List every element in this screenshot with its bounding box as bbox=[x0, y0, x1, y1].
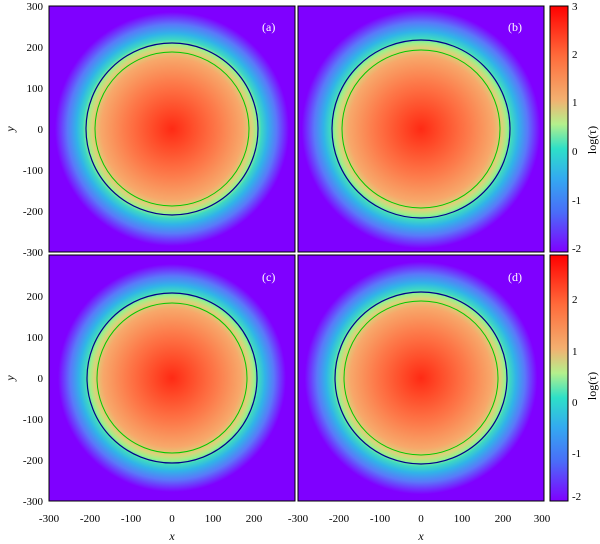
panel-d-frame bbox=[297, 254, 545, 502]
panel-c bbox=[49, 255, 295, 501]
panel-a-contour-green bbox=[94, 51, 250, 207]
panel-d-heat-disk bbox=[298, 255, 544, 501]
panel-b-contour-green bbox=[341, 49, 501, 209]
panel-c-y-axis-title: y bbox=[3, 375, 17, 382]
y-tick-label: 200 bbox=[27, 291, 44, 303]
panel-d-x-axis-title: x bbox=[417, 529, 424, 543]
colorbar-tick-label: -2 bbox=[572, 243, 581, 255]
panel-a-contour-blue bbox=[85, 42, 259, 216]
panel-a-label: (a) bbox=[262, 20, 275, 34]
panel-c-x-ticks: -300 -200 -100 0 100 200 bbox=[39, 513, 263, 525]
colorbar-top-label: log(τ) bbox=[585, 126, 599, 154]
y-tick-label: 0 bbox=[38, 373, 44, 385]
x-tick-label: 0 bbox=[169, 513, 175, 525]
panel-a-y-axis-title: y bbox=[3, 126, 17, 133]
y-tick-label: 100 bbox=[27, 83, 44, 95]
panel-d-contour-green bbox=[343, 300, 499, 456]
colorbar-bottom: 2 1 0 -1 -2 log(τ) bbox=[549, 254, 599, 503]
panel-c-y-ticks: 200 100 0 -100 -200 -300 bbox=[23, 291, 44, 508]
x-tick-label: -100 bbox=[121, 513, 142, 525]
x-tick-label: -100 bbox=[370, 513, 391, 525]
x-tick-label: -200 bbox=[329, 513, 350, 525]
x-tick-label: -300 bbox=[39, 513, 60, 525]
colorbar-tick-label: 1 bbox=[572, 97, 578, 109]
x-tick-label: 100 bbox=[454, 513, 471, 525]
colorbar-top: 3 2 1 0 -1 -2 log(τ) bbox=[549, 1, 599, 255]
x-tick-label: 200 bbox=[495, 513, 512, 525]
panel-a-heat-disk bbox=[49, 6, 295, 252]
colorbar-tick-label: 2 bbox=[572, 294, 578, 306]
colorbar-bottom-label: log(τ) bbox=[585, 372, 599, 400]
y-tick-label: 100 bbox=[27, 332, 44, 344]
panel-c-frame bbox=[48, 254, 296, 502]
panel-c-label: (c) bbox=[262, 270, 275, 284]
panel-b-frame bbox=[297, 5, 545, 253]
colorbar-tick-label: -2 bbox=[572, 491, 581, 503]
y-tick-label: -100 bbox=[23, 414, 44, 426]
y-tick-label: -200 bbox=[23, 206, 44, 218]
colorbar-tick-label: 0 bbox=[572, 146, 578, 158]
y-tick-label: -200 bbox=[23, 455, 44, 467]
y-tick-label: -100 bbox=[23, 165, 44, 177]
panel-d-contour-blue bbox=[334, 291, 508, 465]
colorbar-tick-label: 2 bbox=[572, 49, 578, 61]
panel-c-contour-blue bbox=[86, 292, 258, 464]
x-tick-label: -200 bbox=[80, 513, 101, 525]
y-tick-label: 200 bbox=[27, 42, 44, 54]
colorbar-bottom-gradient bbox=[549, 254, 569, 502]
y-tick-label: 300 bbox=[27, 1, 44, 13]
panel-a-y-ticks: 300 200 100 0 -100 -200 -300 bbox=[23, 1, 44, 259]
colorbar-tick-label: -1 bbox=[572, 448, 581, 460]
panel-d bbox=[298, 255, 544, 501]
colorbar-tick-label: 0 bbox=[572, 397, 578, 409]
x-tick-label: 0 bbox=[418, 513, 424, 525]
panel-d-x-ticks: -300 -200 -100 0 100 200 300 bbox=[288, 513, 551, 525]
y-tick-label: -300 bbox=[23, 496, 44, 508]
panel-c-x-axis-title: x bbox=[168, 529, 175, 543]
panel-b-heat-disk bbox=[298, 6, 544, 252]
x-tick-label: 200 bbox=[246, 513, 263, 525]
x-tick-label: -300 bbox=[288, 513, 309, 525]
colorbar-tick-label: 3 bbox=[572, 1, 578, 13]
panel-c-heat-disk bbox=[49, 255, 295, 501]
colorbar-tick-label: 1 bbox=[572, 346, 578, 358]
y-tick-label: -300 bbox=[23, 247, 44, 259]
x-tick-label: 100 bbox=[205, 513, 222, 525]
panel-c-contour-green bbox=[96, 302, 248, 454]
panel-b-contour-blue bbox=[331, 39, 511, 219]
x-tick-label: 300 bbox=[534, 513, 551, 525]
panel-a bbox=[49, 6, 295, 252]
panel-a-frame bbox=[48, 5, 296, 253]
colorbar-top-gradient bbox=[549, 5, 569, 253]
y-tick-label: 0 bbox=[38, 124, 44, 136]
panel-b bbox=[298, 6, 544, 252]
panel-b-label: (b) bbox=[508, 20, 522, 34]
panel-d-label: (d) bbox=[508, 270, 522, 284]
colorbar-tick-label: -1 bbox=[572, 195, 581, 207]
